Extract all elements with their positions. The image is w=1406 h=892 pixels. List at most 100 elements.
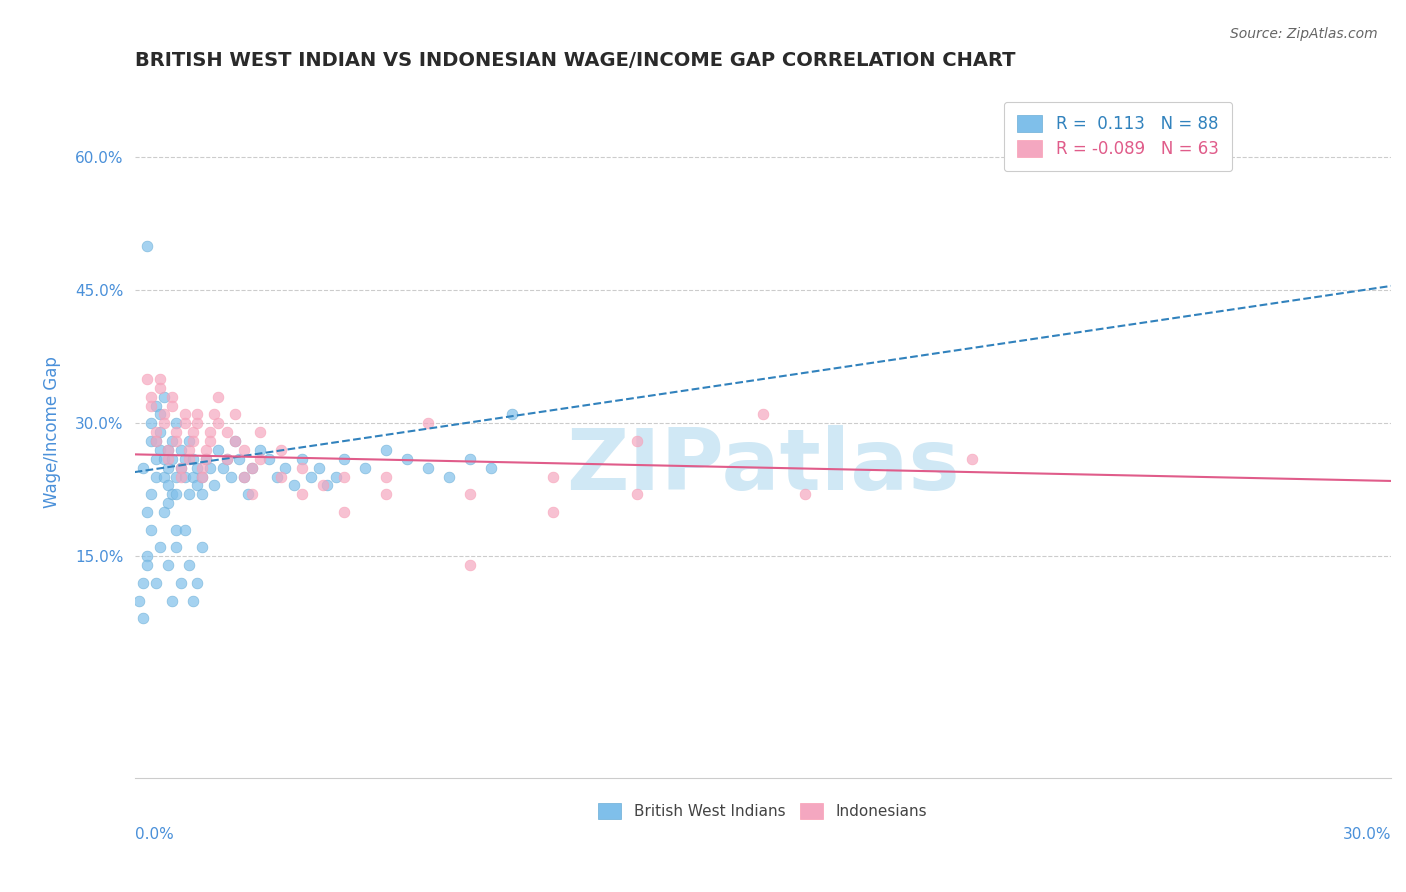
British West Indians — [354, 460, 377, 475]
British West Indians — [136, 549, 159, 564]
Text: Source: ZipAtlas.com: Source: ZipAtlas.com — [1230, 27, 1378, 41]
British West Indians — [157, 478, 180, 492]
British West Indians — [145, 575, 167, 590]
Indonesians — [153, 417, 176, 431]
British West Indians — [325, 469, 347, 483]
British West Indians — [181, 451, 204, 466]
Y-axis label: Wage/Income Gap: Wage/Income Gap — [44, 356, 60, 508]
Indonesians — [173, 408, 195, 422]
Indonesians — [793, 487, 815, 501]
Indonesians — [190, 469, 212, 483]
British West Indians — [232, 469, 254, 483]
Indonesians — [333, 469, 356, 483]
British West Indians — [202, 478, 225, 492]
Indonesians — [202, 408, 225, 422]
Indonesians — [166, 434, 188, 448]
British West Indians — [153, 469, 176, 483]
British West Indians — [141, 417, 163, 431]
British West Indians — [395, 451, 418, 466]
Indonesians — [291, 460, 314, 475]
British West Indians — [157, 558, 180, 573]
Indonesians — [194, 451, 217, 466]
British West Indians — [181, 593, 204, 607]
Indonesians — [170, 460, 193, 475]
British West Indians — [240, 460, 263, 475]
Indonesians — [198, 434, 221, 448]
British West Indians — [128, 593, 150, 607]
British West Indians — [157, 460, 180, 475]
British West Indians — [266, 469, 288, 483]
Indonesians — [224, 434, 246, 448]
Indonesians — [173, 417, 195, 431]
British West Indians — [181, 469, 204, 483]
Indonesians — [374, 487, 396, 501]
Indonesians — [153, 408, 176, 422]
British West Indians — [132, 575, 155, 590]
British West Indians — [249, 442, 271, 457]
British West Indians — [374, 442, 396, 457]
British West Indians — [177, 558, 200, 573]
British West Indians — [186, 478, 208, 492]
British West Indians — [153, 390, 176, 404]
Indonesians — [181, 434, 204, 448]
Indonesians — [141, 390, 163, 404]
British West Indians — [166, 541, 188, 555]
British West Indians — [236, 487, 259, 501]
British West Indians — [170, 575, 193, 590]
Indonesians — [145, 434, 167, 448]
Indonesians — [270, 442, 292, 457]
Indonesians — [157, 451, 180, 466]
Indonesians — [207, 390, 229, 404]
British West Indians — [194, 451, 217, 466]
British West Indians — [458, 451, 481, 466]
Indonesians — [190, 460, 212, 475]
Indonesians — [149, 381, 172, 395]
Indonesians — [232, 442, 254, 457]
British West Indians — [173, 469, 195, 483]
British West Indians — [166, 523, 188, 537]
British West Indians — [132, 611, 155, 625]
British West Indians — [166, 487, 188, 501]
Indonesians — [249, 451, 271, 466]
Text: BRITISH WEST INDIAN VS INDONESIAN WAGE/INCOME GAP CORRELATION CHART: BRITISH WEST INDIAN VS INDONESIAN WAGE/I… — [135, 51, 1015, 70]
British West Indians — [149, 425, 172, 440]
British West Indians — [316, 478, 339, 492]
British West Indians — [145, 451, 167, 466]
Indonesians — [198, 425, 221, 440]
Indonesians — [181, 425, 204, 440]
British West Indians — [211, 460, 233, 475]
Indonesians — [186, 408, 208, 422]
Indonesians — [145, 425, 167, 440]
Indonesians — [333, 505, 356, 519]
Indonesians — [249, 425, 271, 440]
Indonesians — [312, 478, 335, 492]
British West Indians — [215, 451, 238, 466]
Indonesians — [177, 442, 200, 457]
British West Indians — [136, 239, 159, 253]
Indonesians — [458, 487, 481, 501]
Indonesians — [215, 451, 238, 466]
British West Indians — [153, 505, 176, 519]
British West Indians — [274, 460, 297, 475]
British West Indians — [299, 469, 322, 483]
Indonesians — [177, 451, 200, 466]
British West Indians — [177, 434, 200, 448]
British West Indians — [308, 460, 330, 475]
Indonesians — [240, 460, 263, 475]
British West Indians — [207, 442, 229, 457]
British West Indians — [141, 523, 163, 537]
Text: 30.0%: 30.0% — [1343, 827, 1391, 842]
Indonesians — [374, 469, 396, 483]
Indonesians — [270, 469, 292, 483]
British West Indians — [479, 460, 502, 475]
British West Indians — [190, 469, 212, 483]
Indonesians — [626, 434, 648, 448]
Indonesians — [141, 399, 163, 413]
Indonesians — [960, 451, 983, 466]
Indonesians — [166, 425, 188, 440]
Indonesians — [543, 469, 565, 483]
British West Indians — [162, 593, 184, 607]
Indonesians — [149, 372, 172, 386]
British West Indians — [186, 460, 208, 475]
British West Indians — [153, 451, 176, 466]
